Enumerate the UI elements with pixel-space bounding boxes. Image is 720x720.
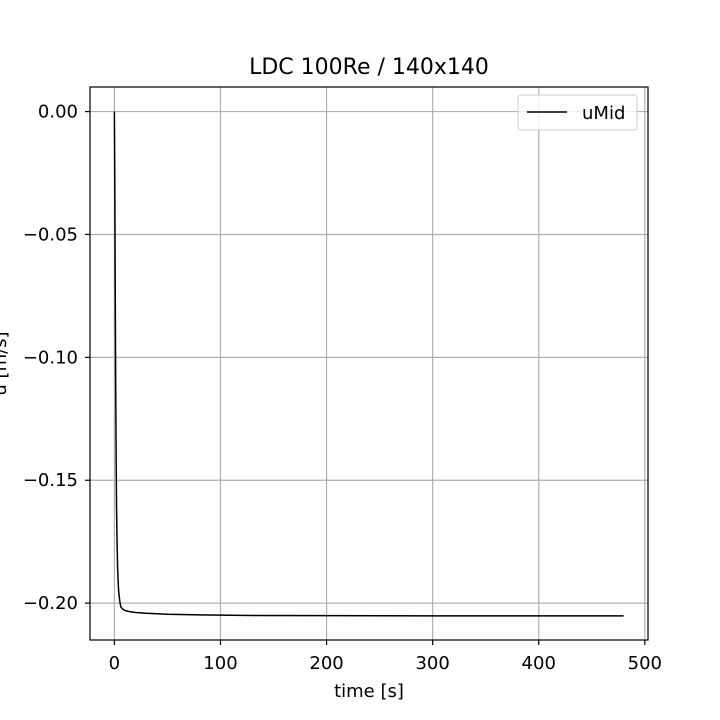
x-tick-label: 500	[628, 653, 662, 674]
y-axis-label: u [m/s]	[0, 331, 11, 395]
grid	[90, 87, 648, 640]
x-tick-label: 0	[109, 653, 120, 674]
x-tick-label: 300	[415, 653, 449, 674]
axes-frame	[89, 86, 649, 641]
x-tick-label: 400	[522, 653, 556, 674]
series-line-umid	[113, 111, 624, 617]
x-axis-ticks: 0 100 200 300 400 500	[109, 640, 662, 674]
y-axis-ticks: 0.00 −0.05 −0.10 −0.15 −0.20	[23, 102, 90, 614]
y-tick-label: −0.20	[23, 593, 78, 614]
y-tick-label: 0.00	[38, 102, 78, 123]
chart-title: LDC 100Re / 140x140	[249, 55, 489, 80]
legend-label-umid: uMid	[582, 103, 625, 124]
x-tick-label: 100	[203, 653, 237, 674]
legend: uMid	[517, 94, 638, 131]
legend-box	[517, 94, 638, 131]
y-tick-label: −0.10	[23, 347, 78, 368]
x-tick-label: 200	[309, 653, 343, 674]
plot-area	[113, 111, 624, 617]
y-tick-label: −0.15	[23, 470, 78, 491]
y-tick-label: −0.05	[23, 224, 78, 245]
x-axis-label: time [s]	[334, 681, 404, 702]
